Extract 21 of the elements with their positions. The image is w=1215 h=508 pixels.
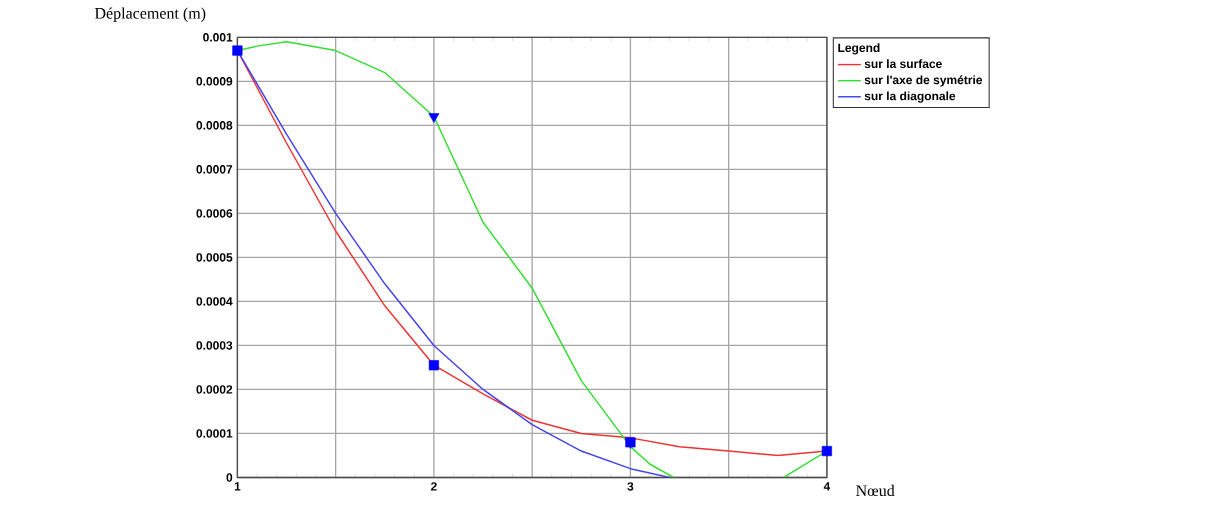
- legend-label: sur la diagonale: [864, 91, 956, 103]
- y-tick-label: 0.0005: [196, 253, 233, 262]
- legend-title: Legend: [838, 43, 880, 55]
- y-tick-label: 0.0008: [196, 121, 233, 130]
- y-tick-label: 0.0001: [196, 429, 233, 438]
- y-tick-label: 0.0002: [196, 385, 233, 394]
- y-tick-label: 0.0009: [196, 77, 233, 86]
- y-tick-label: 0.001: [203, 33, 233, 42]
- y-tick-label: 0.0006: [196, 209, 233, 218]
- y-axis-title: Déplacement (m): [94, 7, 206, 22]
- y-tick-label: 0.0007: [196, 165, 233, 174]
- x-tick-label: 3: [627, 482, 634, 491]
- y-tick-label: 0.0003: [196, 341, 233, 350]
- y-tick-label: 0.0004: [196, 297, 233, 306]
- legend-label: sur l'axe de symétrie: [864, 75, 983, 87]
- x-axis-title: Nœud: [856, 484, 895, 497]
- x-tick-label: 1: [234, 482, 241, 491]
- y-tick-label: 0: [226, 473, 233, 482]
- x-tick-label: 4: [823, 482, 831, 491]
- x-tick-label: 2: [430, 482, 437, 491]
- legend-label: sur la surface: [864, 59, 942, 68]
